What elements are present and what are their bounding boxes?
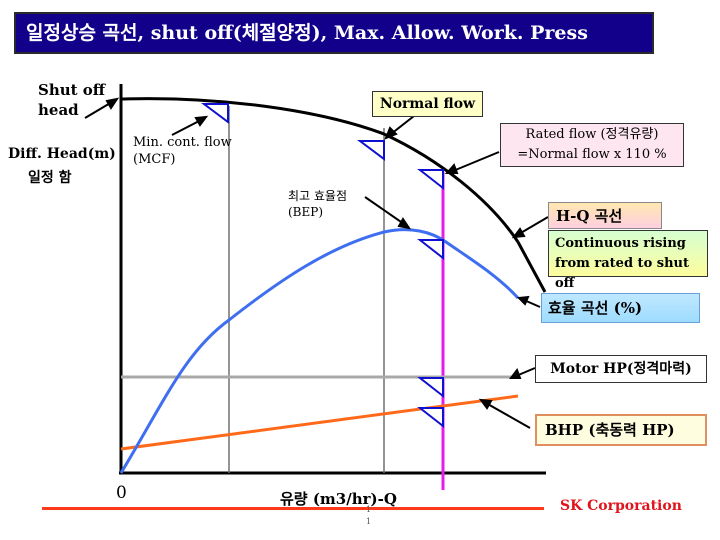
mcf-arrow — [171, 119, 202, 136]
rated-hq-marker-icon — [417, 169, 444, 191]
origin-label: 0 — [116, 483, 127, 503]
normal-flow-box: Normal flow — [372, 91, 483, 117]
motor-hp-box: Motor HP(정격마력) — [535, 355, 707, 383]
bep-arrow — [364, 196, 405, 225]
rated-motor-marker-icon — [417, 377, 444, 399]
bhp-box: BHP (축동력 HP) — [535, 414, 707, 446]
bhp-arrow — [485, 402, 531, 429]
mcf-hq-marker-icon — [201, 103, 229, 124]
continuous-rising-box: Continuous rising from rated to shut off — [548, 230, 708, 291]
rated-flow-box: Rated flow (정격유량) =Normal flow x 110 % — [500, 123, 684, 167]
efficiency-curve — [119, 228, 520, 474]
page-number-top: 1 — [366, 505, 372, 514]
slide-title: 일정상승 곡선, shut off(체절양정), Max. Allow. Wor… — [14, 12, 654, 54]
rated-flow-arrow — [452, 151, 500, 172]
diff-head-label: Diff. Head(m) — [8, 146, 116, 162]
normal-hq-marker-icon — [357, 140, 385, 161]
shut-off-head-label: Shut off head — [38, 81, 106, 119]
page-number-bottom: 1 — [366, 517, 372, 526]
hq-curve-extension — [516, 241, 547, 293]
bhp-line — [120, 394, 519, 451]
bep-label: 최고 효율점 (BEP) — [288, 189, 348, 219]
rated-eff-marker-icon — [417, 239, 444, 261]
shut-off-arrow — [84, 101, 113, 119]
normal-flow-arrow — [390, 115, 415, 135]
hq-curve-box: H-Q 곡선 — [548, 202, 662, 229]
hq-arrow — [518, 216, 549, 235]
footer-divider — [42, 507, 544, 510]
efficiency-curve-box: 효율 곡선 (%) — [541, 293, 700, 323]
diff-head-kr-label: 일정 함 — [28, 170, 72, 186]
hq-curve — [120, 97, 520, 243]
brand-label: SK Corporation — [560, 498, 682, 514]
mcf-label: Min. cont. flow (MCF) — [133, 135, 232, 167]
x-axis-label: 유량 (m3/hr)-Q — [280, 490, 397, 508]
rated-bhp-marker-icon — [417, 407, 444, 429]
